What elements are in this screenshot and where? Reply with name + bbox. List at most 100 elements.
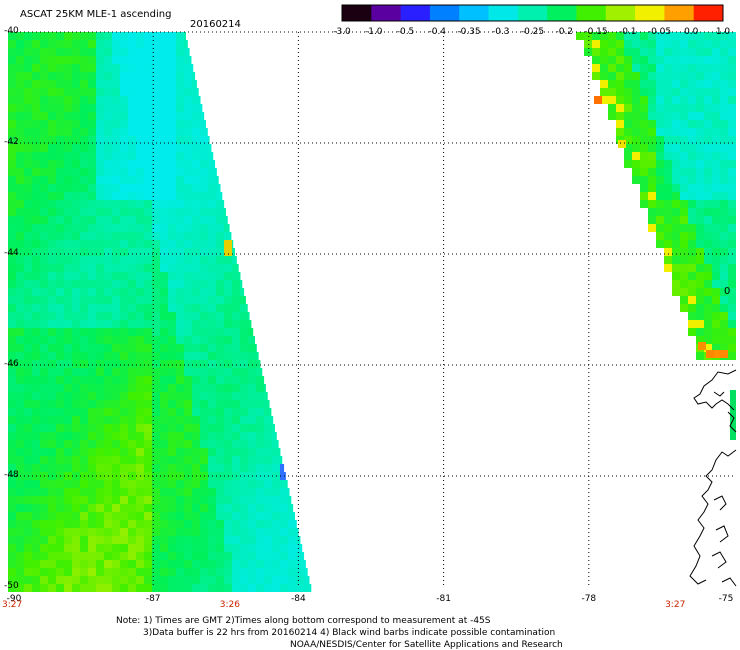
data-cell (248, 464, 256, 472)
product-date: 20160214 (190, 19, 241, 30)
data-cell (712, 248, 720, 256)
data-cell (184, 232, 192, 240)
data-cell (40, 432, 48, 440)
data-cell (88, 184, 96, 192)
data-cell (136, 320, 144, 328)
data-cell (120, 576, 128, 584)
data-cell (88, 80, 96, 88)
data-cell (184, 344, 192, 352)
data-cell (256, 416, 264, 424)
data-cell (32, 64, 40, 72)
data-cell (184, 48, 190, 56)
data-cell (160, 392, 168, 400)
data-cell (80, 496, 88, 504)
data-cell (72, 328, 80, 336)
data-cell (280, 576, 288, 584)
data-cell (72, 120, 80, 128)
data-cell (200, 552, 208, 560)
data-cell (32, 384, 40, 392)
data-cell (56, 488, 64, 496)
colorbar-swatch (635, 5, 665, 21)
data-cell (96, 192, 104, 200)
data-cell (216, 168, 217, 176)
data-cell (136, 512, 144, 520)
data-cell (704, 288, 712, 296)
data-cell (704, 32, 712, 40)
data-cell (224, 392, 232, 400)
data-cell (696, 48, 704, 56)
data-cell (152, 88, 160, 96)
data-cell (96, 288, 104, 296)
data-cell (56, 64, 64, 72)
data-cell (176, 576, 184, 584)
data-cell (208, 416, 216, 424)
data-cell (176, 48, 184, 56)
data-cell (72, 144, 80, 152)
data-cell (168, 128, 176, 136)
data-cell (696, 144, 704, 152)
data-cell (264, 544, 272, 552)
data-cell (120, 288, 128, 296)
data-cell (48, 400, 56, 408)
data-cell (104, 240, 112, 248)
data-cell (72, 376, 80, 384)
data-cell (192, 376, 200, 384)
data-cell (104, 520, 112, 528)
data-cell (192, 464, 200, 472)
data-cell (128, 536, 136, 544)
data-cell (728, 40, 736, 48)
data-cell (184, 160, 192, 168)
data-cell (32, 432, 40, 440)
data-cell (632, 48, 640, 56)
data-cell (152, 304, 160, 312)
data-cell (200, 240, 208, 248)
data-cell (112, 544, 120, 552)
data-cell (216, 208, 224, 216)
data-cell (144, 544, 152, 552)
data-cell (240, 376, 248, 384)
data-cell (232, 256, 237, 264)
data-cell (40, 128, 48, 136)
data-cell (136, 328, 144, 336)
coastline-path (713, 391, 725, 397)
longitude-label: -87 (145, 594, 161, 604)
data-cell (240, 440, 248, 448)
data-cell (128, 424, 136, 432)
longitude-label: -81 (436, 594, 451, 604)
data-cell (618, 140, 626, 148)
data-cell (672, 280, 680, 288)
data-cell (240, 560, 248, 568)
data-cell (128, 176, 136, 184)
data-cell (288, 560, 296, 568)
data-cell (32, 248, 40, 256)
data-cell (80, 248, 88, 256)
data-cell (600, 40, 608, 48)
data-cell (208, 480, 216, 488)
data-cell (256, 432, 264, 440)
data-cell (688, 104, 696, 112)
data-cell (32, 208, 40, 216)
data-cell (712, 240, 720, 248)
data-cell (88, 200, 96, 208)
data-cell (192, 184, 200, 192)
data-cell (728, 176, 736, 184)
data-cell (216, 552, 224, 560)
data-cell (16, 456, 24, 464)
data-cell (136, 56, 144, 64)
data-cell (72, 536, 80, 544)
data-cell (112, 416, 120, 424)
data-cell (104, 152, 112, 160)
data-cell (144, 560, 152, 568)
data-cell (136, 432, 144, 440)
data-cell (96, 72, 104, 80)
data-cell (232, 424, 240, 432)
data-cell (648, 160, 656, 168)
data-cell (240, 576, 248, 584)
data-cell (24, 176, 32, 184)
data-cell (712, 144, 720, 152)
data-cell (136, 200, 144, 208)
data-cell (16, 384, 24, 392)
data-cell (32, 344, 40, 352)
data-cell (704, 96, 712, 104)
data-cell (176, 288, 184, 296)
